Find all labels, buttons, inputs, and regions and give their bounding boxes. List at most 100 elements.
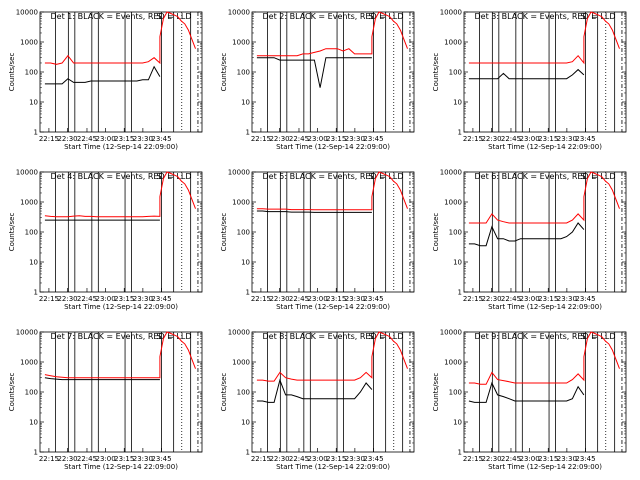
- series-line-events: [468, 381, 585, 403]
- x-tick-label: 23:30: [133, 455, 153, 463]
- x-tick-label: 23:45: [151, 455, 171, 463]
- x-tick-label: 22:30: [481, 135, 501, 143]
- x-tick-label: 23:45: [575, 135, 595, 143]
- plot-frame: [251, 171, 415, 293]
- x-tick-label: 23:45: [151, 135, 171, 143]
- panel-det-5: Det 5: BLACK = Events, RED = LLD 1 10 100 10…: [220, 169, 415, 311]
- y-axis-label: Counts/sec: [220, 53, 228, 92]
- y-axis-label: Counts/sec: [220, 373, 228, 412]
- y-axis-label: Counts/sec: [432, 373, 440, 412]
- series-line-lld: [44, 331, 196, 379]
- marker-label-l: L: [379, 12, 384, 21]
- x-tick-label: 22:15: [39, 295, 59, 303]
- y-axis-label: Counts/sec: [8, 53, 16, 92]
- y-tick-label: 10: [453, 99, 462, 107]
- chart-title: Det 5: BLACK = Events, RED = LLD: [263, 172, 404, 181]
- x-axis-label: Start Time (12-Sep-14 22:09:00): [64, 143, 178, 151]
- x-tick-label: 22:45: [501, 295, 521, 303]
- series-line-events: [44, 377, 160, 381]
- marker-label-s: S: [157, 12, 162, 21]
- x-tick-label: 22:30: [481, 455, 501, 463]
- x-tick-label: 23:15: [114, 295, 134, 303]
- x-tick-label: 23:45: [575, 455, 595, 463]
- panel-det-9: Det 9: BLACK = Events, RED = LLD 1 10 100 10…: [432, 329, 627, 471]
- chart-title: Det 1: BLACK = Events, RED = LLD: [51, 12, 192, 21]
- panel-det-4: Det 4: BLACK = Events, RED = LLD 1 10 100 10…: [8, 169, 203, 311]
- marker-label-s: S: [369, 172, 374, 181]
- panel-det-2: Det 2: BLACK = Events, RED = LLD 1 10 100 10…: [220, 9, 415, 151]
- y-tick-label: 1000: [444, 199, 462, 207]
- x-tick-label: 23:15: [538, 455, 558, 463]
- y-tick-label: 100: [25, 389, 38, 397]
- series-line-events: [468, 222, 585, 247]
- y-tick-label: 1: [246, 129, 250, 137]
- marker-label-l: L: [379, 332, 384, 341]
- y-tick-label: 1000: [232, 199, 250, 207]
- x-tick-label: 22:45: [77, 295, 97, 303]
- x-axis-label: Start Time (12-Sep-14 22:09:00): [488, 463, 602, 471]
- panel-det-6: Det 6: BLACK = Events, RED = LLD 1 10 100 10…: [432, 169, 627, 311]
- x-tick-label: 23:00: [308, 455, 328, 463]
- series-line-events: [468, 68, 585, 80]
- y-tick-label: 10000: [440, 9, 462, 17]
- x-tick-label: 22:30: [57, 135, 77, 143]
- x-axis-label: Start Time (12-Sep-14 22:09:00): [276, 463, 390, 471]
- y-tick-label: 10: [29, 99, 38, 107]
- y-axis-label: Counts/sec: [220, 213, 228, 252]
- x-tick-label: 22:45: [501, 455, 521, 463]
- y-tick-label: 1: [246, 289, 250, 297]
- y-tick-label: 10: [453, 259, 462, 267]
- x-tick-label: 23:15: [326, 455, 346, 463]
- x-tick-label: 23:15: [326, 295, 346, 303]
- x-tick-label: 22:15: [251, 295, 271, 303]
- x-tick-label: 23:00: [520, 455, 540, 463]
- marker-label-s: S: [581, 12, 586, 21]
- series-line-lld: [468, 11, 620, 65]
- x-tick-label: 22:45: [289, 455, 309, 463]
- x-axis-label: Start Time (12-Sep-14 22:09:00): [488, 303, 602, 311]
- x-tick-label: 23:45: [575, 295, 595, 303]
- y-tick-label: 10000: [440, 169, 462, 177]
- y-tick-label: 100: [25, 229, 38, 237]
- y-tick-label: 10000: [440, 329, 462, 337]
- series-line-lld: [44, 171, 196, 218]
- x-tick-label: 23:00: [308, 295, 328, 303]
- marker-label-s: S: [369, 332, 374, 341]
- y-tick-label: 1000: [20, 39, 38, 47]
- y-tick-label: 10000: [228, 169, 250, 177]
- x-tick-label: 23:15: [538, 135, 558, 143]
- x-tick-label: 23:30: [345, 455, 365, 463]
- x-tick-label: 22:15: [39, 455, 59, 463]
- y-tick-label: 1: [34, 129, 38, 137]
- series-line-lld: [468, 171, 620, 224]
- y-axis-label: Counts/sec: [8, 213, 16, 252]
- x-tick-label: 22:15: [463, 455, 483, 463]
- x-tick-label: 23:30: [557, 455, 577, 463]
- panel-det-8: Det 8: BLACK = Events, RED = LLD 1 10 100 10…: [220, 329, 415, 471]
- plot-frame: [463, 11, 627, 133]
- x-tick-label: 22:45: [77, 135, 97, 143]
- x-tick-label: 22:15: [251, 455, 271, 463]
- chart-title: Det 6: BLACK = Events, RED = LLD: [475, 172, 616, 181]
- marker-label-l: L: [591, 12, 596, 21]
- y-tick-label: 1000: [444, 39, 462, 47]
- y-tick-label: 1000: [20, 199, 38, 207]
- x-tick-label: 22:30: [269, 135, 289, 143]
- y-tick-label: 10000: [228, 9, 250, 17]
- chart-title: Det 4: BLACK = Events, RED = LLD: [51, 172, 192, 181]
- chart-title: Det 7: BLACK = Events, RED = LLD: [51, 332, 192, 341]
- y-tick-label: 10: [241, 99, 250, 107]
- panel-det-7: Det 7: BLACK = Events, RED = LLD 1 10 100 10…: [8, 329, 203, 471]
- series-line-events: [256, 378, 373, 403]
- y-tick-label: 100: [237, 229, 250, 237]
- x-tick-label: 23:45: [363, 455, 383, 463]
- x-tick-label: 22:30: [269, 455, 289, 463]
- panel-det-3: Det 3: BLACK = Events, RED = LLD 1 10 100 10…: [432, 9, 627, 151]
- x-tick-label: 23:00: [96, 135, 116, 143]
- x-tick-label: 23:30: [133, 135, 153, 143]
- x-tick-label: 22:30: [57, 295, 77, 303]
- y-tick-label: 1: [34, 289, 38, 297]
- x-tick-label: 22:45: [77, 455, 97, 463]
- series-line-events: [44, 65, 161, 85]
- y-tick-label: 10000: [16, 9, 38, 17]
